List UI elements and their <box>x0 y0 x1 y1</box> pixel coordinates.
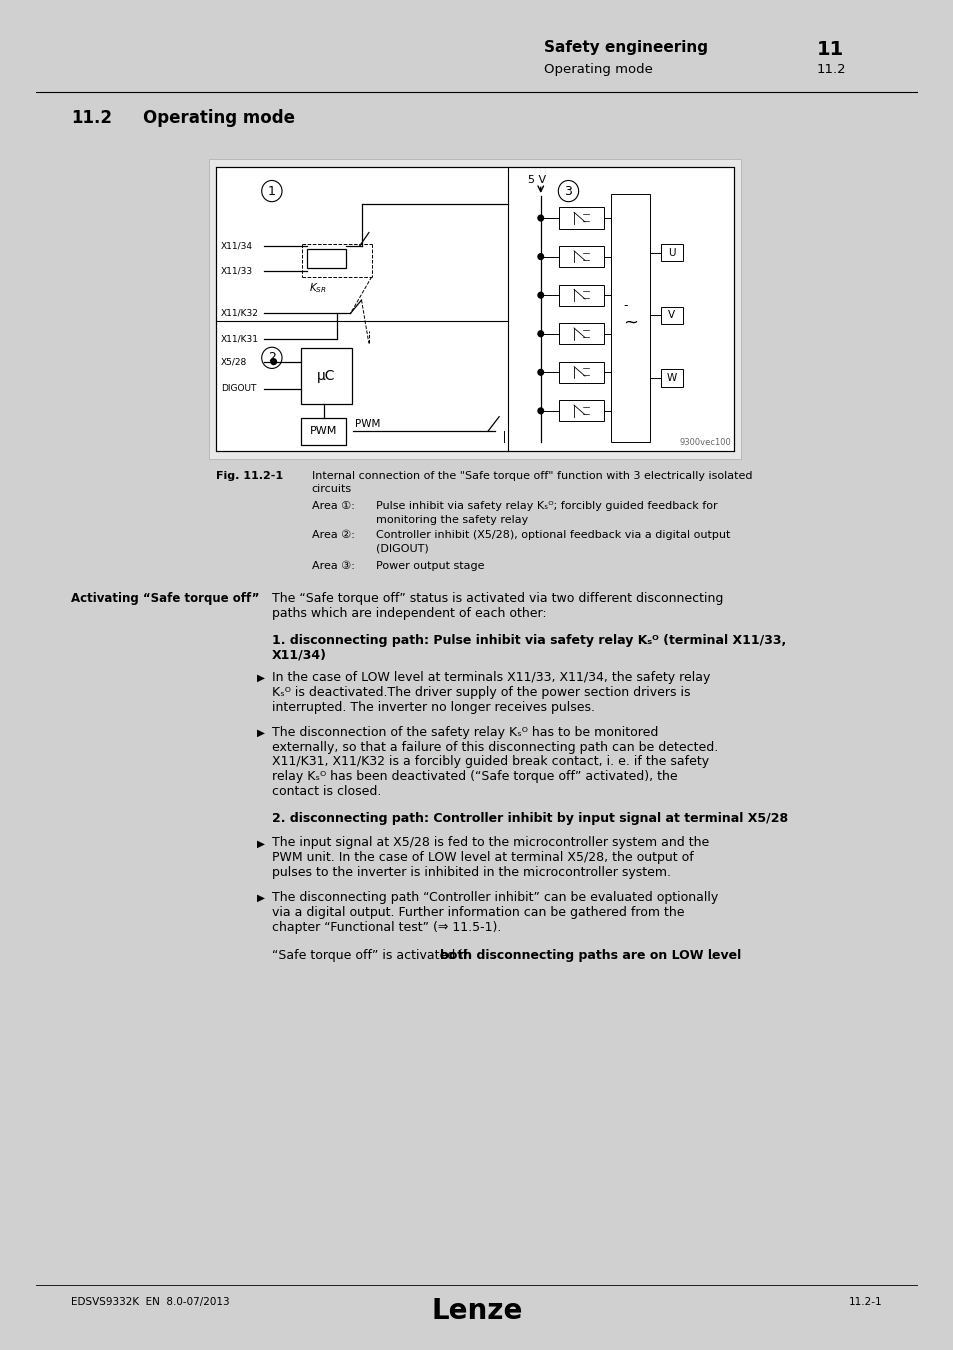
Text: via a digital output. Further information can be gathered from the: via a digital output. Further informatio… <box>272 906 683 919</box>
Text: V: V <box>668 310 675 320</box>
Circle shape <box>537 331 543 336</box>
Text: Kₛᴼ is deactivated.The driver supply of the power section drivers is: Kₛᴼ is deactivated.The driver supply of … <box>272 686 690 699</box>
Text: X5/28: X5/28 <box>221 358 247 366</box>
Text: PWM unit. In the case of LOW level at terminal X5/28, the output of: PWM unit. In the case of LOW level at te… <box>272 852 693 864</box>
Bar <box>301 417 345 444</box>
Text: Internal connection of the "Safe torque off" function with 3 electrically isolat: Internal connection of the "Safe torque … <box>312 471 751 481</box>
Text: -: - <box>623 298 627 312</box>
Text: Fig. 11.2-1: Fig. 11.2-1 <box>216 471 283 481</box>
Text: X11/K32: X11/K32 <box>221 309 258 319</box>
Bar <box>307 248 345 269</box>
Text: relay Kₛᴼ has been deactivated (“Safe torque off” activated), the: relay Kₛᴼ has been deactivated (“Safe to… <box>272 771 677 783</box>
Bar <box>610 194 649 441</box>
Text: DIGOUT: DIGOUT <box>221 385 256 393</box>
Bar <box>660 370 682 386</box>
Text: paths which are independent of each other:: paths which are independent of each othe… <box>272 608 546 620</box>
Text: In the case of LOW level at terminals X11/33, X11/34, the safety relay: In the case of LOW level at terminals X1… <box>272 671 709 684</box>
Text: chapter “Functional test” (⇒ 11.5-1).: chapter “Functional test” (⇒ 11.5-1). <box>272 921 500 934</box>
Text: The “Safe torque off” status is activated via two different disconnecting: The “Safe torque off” status is activate… <box>272 593 722 605</box>
Bar <box>660 306 682 324</box>
Text: contact is closed.: contact is closed. <box>272 786 381 798</box>
Bar <box>216 167 733 451</box>
Bar <box>660 244 682 262</box>
Bar <box>558 323 603 344</box>
Circle shape <box>537 254 543 259</box>
Text: Controller inhibit (X5/28), optional feedback via a digital output: Controller inhibit (X5/28), optional fee… <box>375 531 730 540</box>
Text: U: U <box>667 248 675 258</box>
Text: ▶: ▶ <box>256 728 265 737</box>
Text: ~: ~ <box>622 313 638 332</box>
Text: 11.2: 11.2 <box>816 63 845 76</box>
Text: X11/34): X11/34) <box>272 648 327 662</box>
Text: The input signal at X5/28 is fed to the microcontroller system and the: The input signal at X5/28 is fed to the … <box>272 837 708 849</box>
Text: 1. disconnecting path: Pulse inhibit via safety relay Kₛᴼ (terminal X11/33,: 1. disconnecting path: Pulse inhibit via… <box>272 633 785 647</box>
Text: externally, so that a failure of this disconnecting path can be detected.: externally, so that a failure of this di… <box>272 741 718 753</box>
Text: $K_{SR}$: $K_{SR}$ <box>309 281 326 294</box>
Text: The disconnecting path “Controller inhibit” can be evaluated optionally: The disconnecting path “Controller inhib… <box>272 891 718 904</box>
Text: PWM: PWM <box>310 427 337 436</box>
Text: Area ②:: Area ②: <box>312 531 355 540</box>
Text: ▶: ▶ <box>256 674 265 683</box>
Circle shape <box>537 408 543 413</box>
Text: Power output stage: Power output stage <box>375 562 484 571</box>
Text: both disconnecting paths are on LOW level: both disconnecting paths are on LOW leve… <box>439 949 740 963</box>
Text: 2: 2 <box>268 351 275 364</box>
Text: µC: µC <box>316 369 335 383</box>
Text: 11: 11 <box>816 39 843 58</box>
Circle shape <box>537 293 543 298</box>
Text: The disconnection of the safety relay Kₛᴼ has to be monitored: The disconnection of the safety relay Kₛ… <box>272 725 658 738</box>
Bar <box>209 159 740 459</box>
Text: monitoring the safety relay: monitoring the safety relay <box>375 514 528 525</box>
Text: 3: 3 <box>564 185 572 197</box>
Bar <box>558 400 603 421</box>
Text: 5 V: 5 V <box>527 174 545 185</box>
Text: Activating “Safe torque off”: Activating “Safe torque off” <box>71 593 259 605</box>
Text: X11/K31: X11/K31 <box>221 333 259 343</box>
Text: PWM: PWM <box>355 420 380 429</box>
Text: 2. disconnecting path: Controller inhibit by input signal at terminal X5/28: 2. disconnecting path: Controller inhibi… <box>272 811 787 825</box>
Text: pulses to the inverter is inhibited in the microcontroller system.: pulses to the inverter is inhibited in t… <box>272 867 670 879</box>
Text: interrupted. The inverter no longer receives pulses.: interrupted. The inverter no longer rece… <box>272 701 595 714</box>
Text: 11.2-1: 11.2-1 <box>848 1297 882 1307</box>
Circle shape <box>537 370 543 375</box>
Text: 11.2: 11.2 <box>71 109 112 127</box>
Bar <box>36 24 917 92</box>
Text: Area ①:: Area ①: <box>312 501 355 512</box>
Text: circuits: circuits <box>312 485 352 494</box>
Bar <box>558 208 603 228</box>
Text: “Safe torque off” is activated if: “Safe torque off” is activated if <box>272 949 471 963</box>
Text: (DIGOUT): (DIGOUT) <box>375 544 429 554</box>
Text: Lenze: Lenze <box>431 1297 522 1324</box>
Text: ▶: ▶ <box>256 892 265 903</box>
Text: Area ③:: Area ③: <box>312 562 355 571</box>
Text: Safety engineering: Safety engineering <box>544 39 708 55</box>
Text: X11/34: X11/34 <box>221 242 253 251</box>
Text: X11/K31, X11/K32 is a forcibly guided break contact, i. e. if the safety: X11/K31, X11/K32 is a forcibly guided br… <box>272 756 708 768</box>
Bar <box>301 348 352 404</box>
Text: ▶: ▶ <box>256 838 265 848</box>
Text: 9300vec100: 9300vec100 <box>679 437 730 447</box>
Bar <box>558 362 603 383</box>
Text: X11/33: X11/33 <box>221 266 253 275</box>
Circle shape <box>271 359 276 364</box>
Text: Pulse inhibit via safety relay Kₛᴼ; forcibly guided feedback for: Pulse inhibit via safety relay Kₛᴼ; forc… <box>375 501 718 512</box>
Text: Operating mode: Operating mode <box>142 109 294 127</box>
Text: 1: 1 <box>268 185 275 197</box>
Circle shape <box>537 215 543 221</box>
Text: .: . <box>709 949 713 963</box>
Bar <box>558 246 603 267</box>
Text: Operating mode: Operating mode <box>544 63 653 76</box>
Text: W: W <box>666 373 677 383</box>
Bar <box>558 285 603 306</box>
Text: EDSVS9332K  EN  8.0-07/2013: EDSVS9332K EN 8.0-07/2013 <box>71 1297 230 1307</box>
